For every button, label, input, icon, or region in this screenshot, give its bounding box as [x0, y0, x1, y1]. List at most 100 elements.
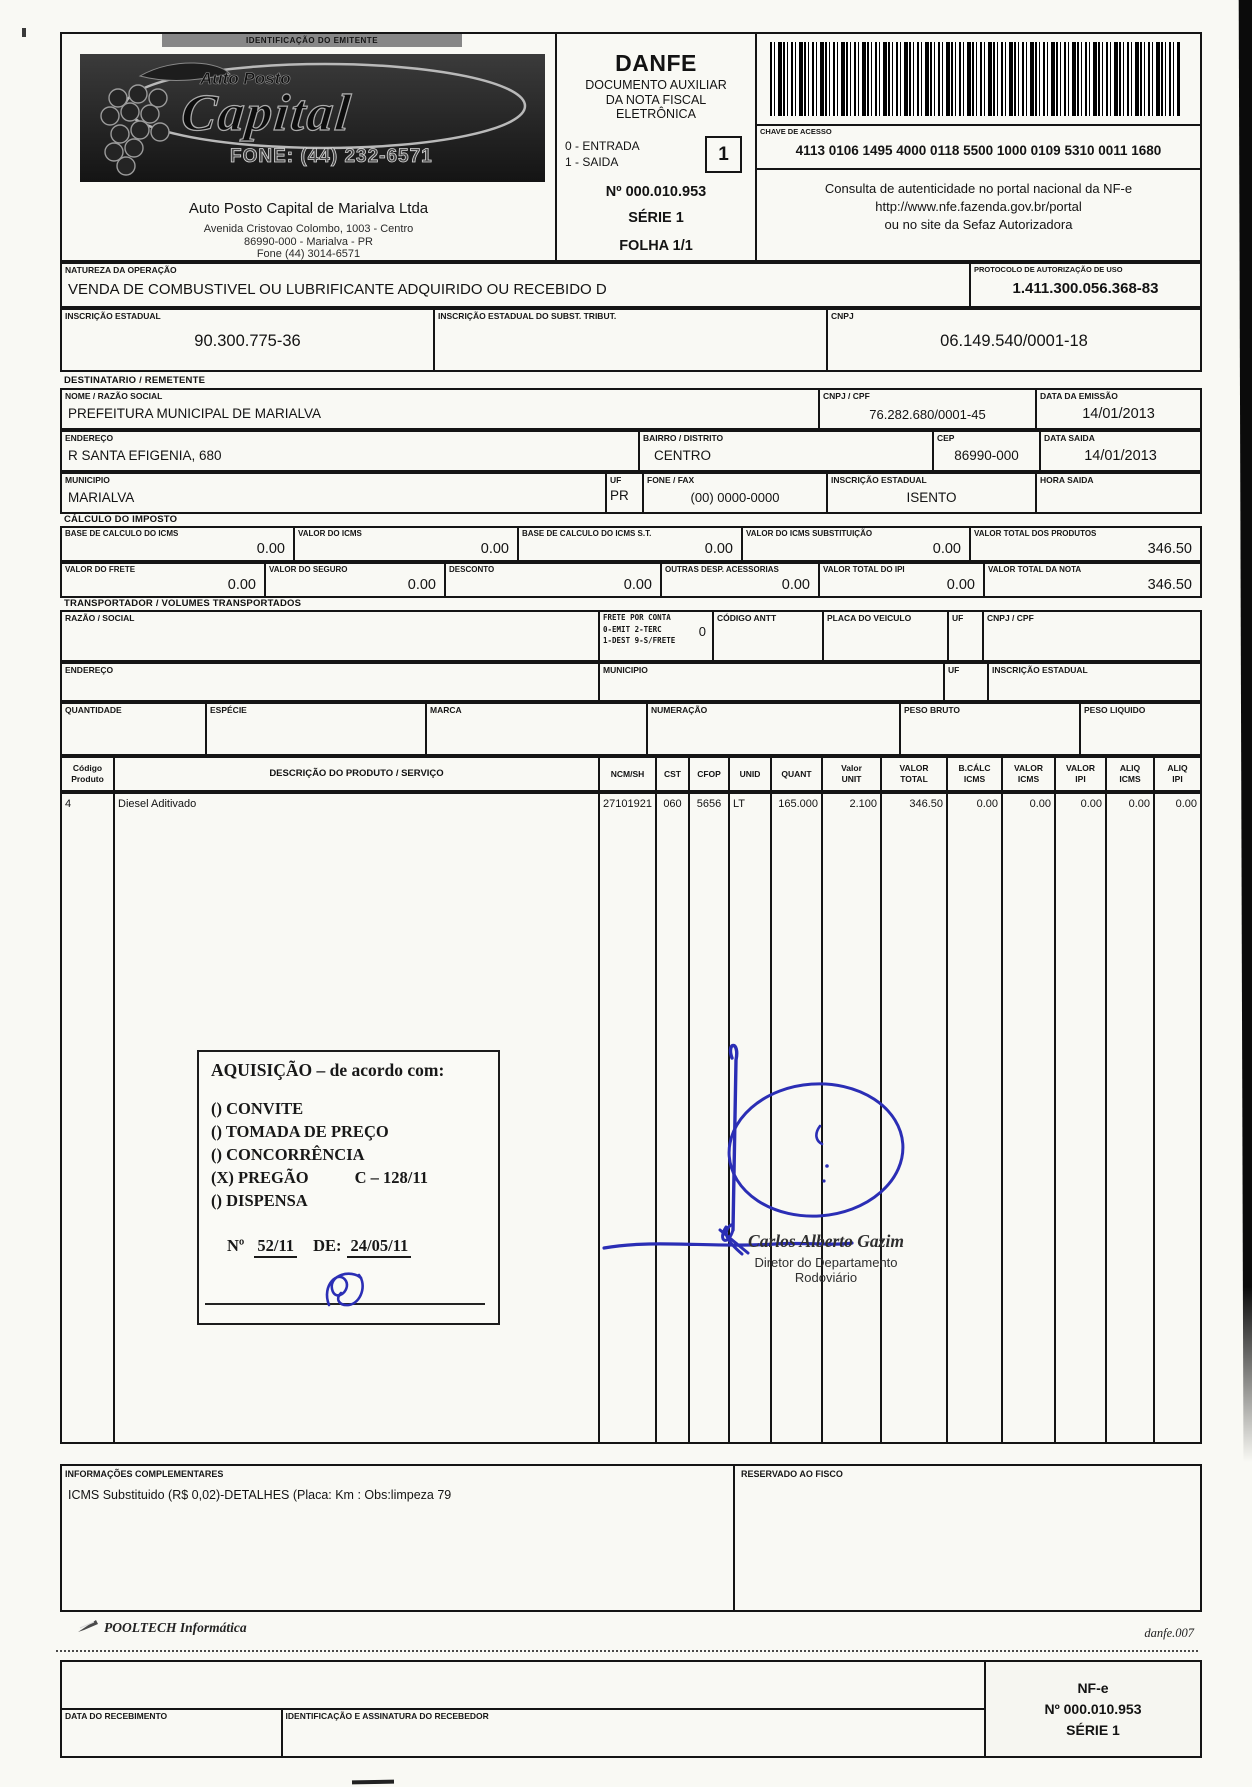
stamp-item-convite: () CONVITE	[211, 1099, 304, 1118]
col-header-line: Produto	[71, 774, 104, 784]
vol-marca-label: MARCA	[430, 705, 462, 715]
col-header-line: Valor	[841, 763, 862, 774]
product-ncm: 27101921	[600, 794, 657, 1442]
ie-subst-cell: INSCRIÇÃO ESTADUAL DO SUBST. TRIBUT.	[435, 310, 828, 370]
col-header-line: ICMS	[963, 774, 986, 784]
vol-numeracao-cell: NUMERAÇÃO	[648, 704, 901, 754]
ie-cell: INSCRIÇÃO ESTADUAL 90.300.775-36	[62, 310, 435, 370]
col-header-codigo: Código Produto	[62, 758, 115, 790]
chave-cell: CHAVE DE ACESSO 4113 0106 1495 4000 0118…	[757, 34, 1200, 260]
cnpj-cell: CNPJ 06.149.540/0001-18	[828, 310, 1200, 370]
transp-razao-label: RAZÃO / SOCIAL	[65, 613, 135, 623]
transp-antt-label: CÓDIGO ANTT	[717, 613, 777, 623]
transp-frete-value: 0	[698, 624, 706, 639]
col-header-unid: UNID	[730, 758, 772, 790]
field-value: 346.50	[1147, 577, 1192, 593]
dest-cep-value: 86990-000	[954, 448, 1019, 463]
product-cfop: 5656	[690, 794, 730, 1442]
field-valor-total-nota: VALOR TOTAL DA NOTA 346.50	[985, 564, 1200, 596]
dest-municipio-band: MUNICIPIO MARIALVA UF PR FONE / FAX (00)…	[60, 472, 1202, 514]
dest-ie-label: INSCRIÇÃO ESTADUAL	[831, 475, 927, 485]
imposto-band-1: BASE DE CALCULO DO ICMS 0.00 VALOR DO IC…	[60, 526, 1202, 562]
imposto-band-2: VALOR DO FRETE 0.00 VALOR DO SEGURO 0.00…	[60, 562, 1202, 598]
product-unid: LT	[730, 794, 772, 1442]
stamp-number-line: Nº 52/11 DE: 24/05/11	[211, 1236, 492, 1258]
col-header-line: CFOP	[697, 768, 721, 779]
transp-placa-label: PLACA DO VEICULO	[827, 613, 912, 623]
transp-uf2-cell: UF	[945, 664, 989, 700]
field-value: 0.00	[946, 577, 975, 593]
stamp-num-label: Nº	[227, 1236, 245, 1255]
transp-frete-opt1: 0-EMIT 2-TERC	[603, 625, 662, 634]
dest-cnpj-label: CNPJ / CPF	[823, 391, 870, 401]
product-aliq-ipi: 0.00	[1175, 798, 1197, 810]
canhoto-left: DATA DO RECEBIMENTO IDENTIFICAÇÃO E ASSI…	[62, 1662, 986, 1756]
col-header-line: ALIQ	[1119, 763, 1141, 774]
barcode	[770, 42, 1180, 116]
col-header-descricao: DESCRIÇÃO DO PRODUTO / SERVIÇO	[115, 758, 600, 790]
col-header-line: NCM/SH	[610, 768, 645, 779]
consulta-line2: http://www.nfe.fazenda.gov.br/portal	[875, 199, 1082, 214]
transp-uf-label: UF	[952, 613, 964, 623]
field-outras-despesas: OUTRAS DESP. ACESSORIAS 0.00	[662, 564, 820, 596]
field-label: VALOR DO SEGURO	[269, 565, 348, 574]
signer-role-2: Rodoviário	[794, 1270, 858, 1285]
dest-nome-cell: NOME / RAZÃO SOCIAL PREFEITURA MUNICIPAL…	[62, 390, 820, 428]
product-aliq-icms: 0.00	[1107, 794, 1155, 1442]
vol-especie-cell: ESPÉCIE	[207, 704, 427, 754]
field-label: VALOR TOTAL DOS PRODUTOS	[974, 529, 1097, 538]
emitter-name: Auto Posto Capital de Marialva Ltda	[188, 200, 429, 217]
danfe-numero: Nº 000.010.953	[605, 184, 707, 200]
field-value: 346.50	[1147, 541, 1192, 557]
stamp-pregao-check: (X) PREGÃO	[211, 1168, 309, 1187]
vol-especie-label: ESPÉCIE	[210, 705, 247, 715]
stamp-item-pregao: (X) PREGÃO C – 128/11	[211, 1166, 492, 1189]
danfe-subtitle: DOCUMENTO AUXILIAR DA NOTA FISCAL ELETRÔ…	[557, 78, 755, 122]
perforation-line	[56, 1650, 1198, 1652]
vol-peso-liquido-label: PESO LIQUIDO	[1084, 705, 1146, 715]
field-value: 0.00	[932, 541, 961, 557]
transp-uf-cell: UF	[949, 612, 984, 660]
chave-value: 4113 0106 1495 4000 0118 5500 1000 0109 …	[795, 143, 1162, 158]
col-header-line: VALOR	[899, 763, 929, 774]
stamp-item-concorrencia: () CONCORRÊNCIA	[211, 1145, 365, 1164]
col-header-aliq-icms: ALIQ ICMS	[1107, 758, 1155, 790]
col-header-cst: CST	[657, 758, 690, 790]
vendor-credit: POOLTECH Informática	[104, 1620, 247, 1635]
col-header-line: ICMS	[1119, 774, 1141, 784]
stamp-date-value: 24/05/11	[347, 1236, 412, 1258]
dest-bairro-label: BAIRRO / DISTRITO	[643, 433, 724, 443]
logo-line2: Capital	[179, 85, 355, 142]
transp-frete-opt2: 1-DEST 9-S/FRETE	[603, 636, 676, 645]
transp-ie-cell: INSCRIÇÃO ESTADUAL	[989, 664, 1200, 700]
volumes-band: QUANTIDADE ESPÉCIE MARCA NUMERAÇÃO PESO …	[60, 702, 1202, 756]
col-header-line: CST	[664, 768, 681, 779]
dest-uf-cell: UF PR	[607, 474, 644, 512]
emitter-box-label: IDENTIFICAÇÃO DO EMITENTE	[162, 34, 462, 47]
col-header-line: TOTAL	[900, 774, 928, 784]
transp-razao-cell: RAZÃO / SOCIAL	[62, 612, 600, 660]
dest-fone-label: FONE / FAX	[647, 475, 695, 485]
danfe-saida: 1 - SAIDA	[565, 155, 619, 169]
stamp-item-tomada: () TOMADA DE PREÇO	[211, 1122, 389, 1141]
col-header-line: QUANT	[781, 768, 812, 779]
canhoto-nfe-cell: NF-e Nº 000.010.953 SÉRIE 1	[986, 1662, 1200, 1756]
natureza-cell: NATUREZA DA OPERAÇÃO VENDA DE COMBUSTIVE…	[62, 264, 971, 306]
field-label: VALOR DO ICMS	[298, 529, 362, 538]
dest-uf-label: UF	[610, 475, 622, 485]
dest-endereco-cell: ENDEREÇO R SANTA EFIGENIA, 680	[62, 432, 640, 470]
dest-endereco-label: ENDEREÇO	[65, 433, 114, 443]
stamp-de-label: DE:	[313, 1236, 342, 1255]
col-header-line: VALOR	[1013, 763, 1044, 774]
transp-antt-cell: CÓDIGO ANTT	[714, 612, 824, 660]
dest-fone-value: (00) 0000-0000	[690, 490, 780, 505]
col-header-line: UNID	[739, 768, 761, 779]
field-base-icms-st: BASE DE CALCULO DO ICMS S.T. 0.00	[519, 528, 743, 560]
dest-municipio-label: MUNICIPIO	[65, 475, 110, 485]
info-complementares-cell: INFORMAÇÕES COMPLEMENTARES ICMS Substitu…	[62, 1466, 735, 1610]
dest-cep-label: CEP	[937, 433, 955, 443]
product-table-header: Código Produto DESCRIÇÃO DO PRODUTO / SER…	[60, 756, 1202, 792]
reservado-fisco-cell: RESERVADO AO FISCO	[735, 1466, 1200, 1610]
canhoto-recebemos-row	[62, 1662, 984, 1710]
vol-numeracao-label: NUMERAÇÃO	[651, 705, 708, 715]
